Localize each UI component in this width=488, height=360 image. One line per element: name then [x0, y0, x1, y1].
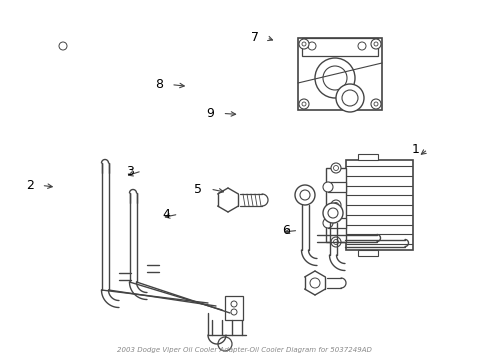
Circle shape — [333, 202, 338, 207]
Text: 7: 7 — [250, 31, 258, 44]
Circle shape — [357, 42, 365, 50]
Text: 9: 9 — [206, 107, 214, 120]
Circle shape — [59, 42, 67, 50]
Circle shape — [230, 309, 237, 315]
Bar — [297, 38, 381, 110]
Circle shape — [373, 102, 377, 106]
Circle shape — [307, 42, 315, 50]
Circle shape — [323, 66, 346, 90]
Circle shape — [298, 39, 308, 49]
Circle shape — [302, 102, 305, 106]
Bar — [327, 218, 346, 228]
Circle shape — [370, 39, 380, 49]
Bar — [224, 296, 243, 320]
Circle shape — [314, 58, 354, 98]
Bar — [357, 250, 377, 256]
Text: 3: 3 — [126, 165, 134, 177]
Circle shape — [330, 237, 340, 247]
Text: 8: 8 — [155, 78, 163, 91]
Circle shape — [341, 90, 357, 106]
Circle shape — [323, 203, 342, 223]
Bar — [325, 168, 346, 242]
Circle shape — [330, 200, 340, 210]
Bar — [327, 182, 346, 192]
Bar — [302, 38, 377, 56]
Circle shape — [333, 239, 338, 244]
Circle shape — [302, 42, 305, 46]
Circle shape — [333, 166, 338, 171]
Circle shape — [330, 163, 340, 173]
Circle shape — [373, 42, 377, 46]
Circle shape — [294, 185, 314, 205]
Circle shape — [327, 208, 337, 218]
Circle shape — [218, 337, 231, 351]
Circle shape — [370, 99, 380, 109]
Circle shape — [230, 301, 237, 307]
Text: 2: 2 — [26, 179, 34, 192]
Circle shape — [335, 84, 363, 112]
Circle shape — [298, 99, 308, 109]
Bar — [357, 154, 377, 160]
Text: 5: 5 — [194, 183, 202, 195]
Text: 2003 Dodge Viper Oil Cooler Adapter-Oil Cooler Diagram for 5037249AD: 2003 Dodge Viper Oil Cooler Adapter-Oil … — [116, 347, 371, 353]
Text: 4: 4 — [163, 208, 170, 221]
Circle shape — [323, 218, 332, 228]
Circle shape — [323, 182, 332, 192]
Text: 1: 1 — [411, 143, 419, 156]
Bar — [346, 160, 412, 250]
Circle shape — [299, 190, 309, 200]
Circle shape — [309, 278, 319, 288]
Text: 6: 6 — [282, 224, 290, 237]
